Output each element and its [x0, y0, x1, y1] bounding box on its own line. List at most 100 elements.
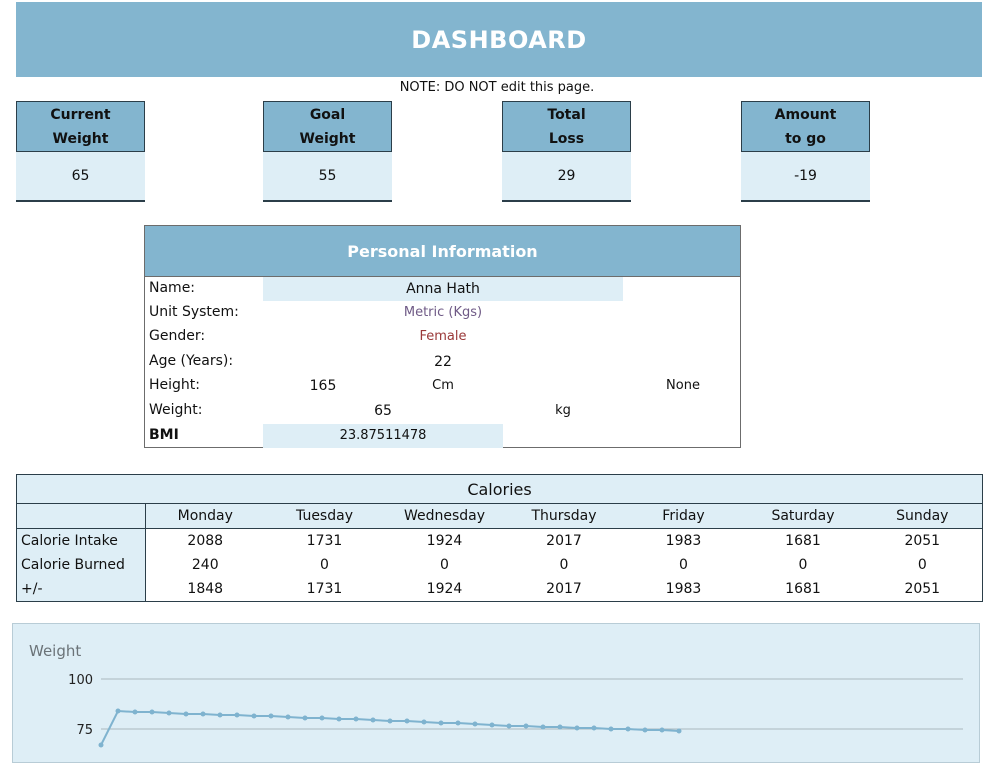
age-value[interactable]: 22 [434, 354, 452, 370]
weight-point [557, 724, 563, 730]
weight-point [115, 708, 121, 714]
note-text: NOTE: DO NOT edit this page. [399, 80, 595, 95]
personal-information-panel: Personal Information Name: Anna Hath Uni… [144, 225, 741, 448]
weight-point [285, 714, 291, 720]
weight-point [234, 712, 240, 718]
weight-point [676, 728, 682, 734]
weight-point [455, 720, 461, 726]
weight-point [319, 715, 325, 721]
dashboard-header: DASHBOARD [16, 2, 982, 77]
weight-point [200, 711, 206, 717]
weight-point [251, 713, 257, 719]
stat-label: Amount to go [741, 101, 870, 152]
stat-total-loss: Total Loss 29 [502, 101, 631, 202]
table-cell: 2051 [862, 577, 984, 602]
table-cell[interactable]: 0 [862, 553, 984, 577]
personal-information-title: Personal Information [145, 226, 740, 277]
table-row: Calorie Burned 240 0 0 0 0 0 0 [16, 553, 984, 577]
stat-value: -19 [741, 152, 870, 202]
table-cell[interactable]: 1731 [306, 533, 343, 549]
day-header: Wednesday [384, 503, 505, 529]
pi-row-unit: Unit System: Metric (Kgs) [145, 301, 740, 325]
pi-row-weight: Weight: 65 kg [145, 399, 740, 423]
weight-point [574, 725, 580, 731]
pi-row-name: Name: Anna Hath [145, 277, 740, 301]
table-cell: 2017 [504, 577, 624, 602]
name-value[interactable]: Anna Hath [263, 277, 623, 301]
height-unit: Cm [432, 378, 454, 393]
stat-amount-to-go: Amount to go -19 [741, 101, 870, 202]
weight-point [387, 718, 393, 724]
gender-value[interactable]: Female [419, 329, 467, 344]
height-label: Height: [149, 377, 200, 393]
weight-point [149, 709, 155, 715]
table-cell: 1681 [743, 577, 863, 602]
day-header: Friday [623, 503, 744, 529]
day-header: Thursday [504, 503, 624, 529]
pi-row-age: Age (Years): 22 [145, 350, 740, 374]
unit-system-label: Unit System: [149, 304, 239, 320]
table-cell[interactable]: 240 [191, 557, 219, 573]
unit-system-value[interactable]: Metric (Kgs) [403, 305, 483, 320]
table-cell[interactable]: 0 [440, 557, 449, 573]
weight-point [166, 710, 172, 716]
row-label: Calorie Intake [16, 528, 146, 553]
stat-value: 55 [263, 152, 392, 202]
weight-label: Weight: [149, 402, 203, 418]
bmi-value: 23.87511478 [263, 424, 503, 448]
table-row: Calorie Intake 2088 1731 1924 2017 1983 … [16, 528, 984, 553]
table-cell[interactable]: 0 [798, 557, 808, 573]
weight-point [472, 721, 478, 727]
weight-point [302, 715, 308, 721]
y-tick-label: 75 [76, 723, 93, 738]
table-cell[interactable]: 2088 [187, 533, 224, 549]
table-cell: 1983 [623, 577, 744, 602]
table-cell[interactable]: 0 [679, 557, 688, 573]
row-label: Calorie Burned [16, 553, 146, 577]
table-cell[interactable]: 1983 [665, 533, 702, 549]
table-cell[interactable]: 1924 [426, 533, 463, 549]
day-header: Sunday [862, 503, 984, 529]
height-value[interactable]: 165 [309, 378, 337, 394]
day-header: Monday [145, 503, 265, 529]
stat-current-weight: Current Weight 65 [16, 101, 145, 202]
weight-point [642, 727, 648, 733]
height-extra: None [666, 378, 700, 393]
table-cell[interactable]: 1681 [785, 533, 821, 549]
weight-series [98, 708, 682, 748]
weight-point [608, 726, 614, 732]
stat-goal-weight: Goal Weight 55 [263, 101, 392, 202]
weight-chart: 100 75 [68, 673, 963, 748]
stat-value: 65 [16, 152, 145, 202]
table-cell[interactable]: 2017 [546, 533, 582, 549]
weight-point [98, 742, 104, 748]
pi-row-gender: Gender: Female [145, 325, 740, 349]
row-label: +/- [16, 577, 146, 602]
day-header: Saturday [743, 503, 863, 529]
stat-label: Current Weight [16, 101, 145, 152]
weight-point [404, 718, 410, 724]
weight-point [132, 709, 138, 715]
table-cell[interactable]: 0 [559, 557, 569, 573]
page-title: DASHBOARD [411, 25, 587, 54]
calories-table: Calories Monday Tuesday Wednesday Thursd… [15, 474, 984, 602]
table-cell[interactable]: 2051 [862, 528, 984, 553]
pi-row-height: Height: 165 Cm None [145, 374, 740, 398]
table-cell[interactable]: 0 [320, 557, 329, 573]
stat-label: Goal Weight [263, 101, 392, 152]
gender-label: Gender: [149, 328, 206, 344]
weight-point [336, 716, 342, 722]
calories-title: Calories [15, 474, 984, 504]
bmi-label: BMI [149, 427, 179, 443]
weight-point [353, 716, 359, 722]
weight-point [217, 712, 223, 718]
weight-point [625, 726, 631, 732]
table-cell: 1924 [384, 577, 505, 602]
day-header: Tuesday [264, 503, 385, 529]
weight-point [421, 719, 427, 725]
stat-value: 29 [502, 152, 631, 202]
weight-point [591, 725, 597, 731]
name-label: Name: [149, 280, 196, 296]
weight-unit: kg [555, 403, 571, 418]
weight-value[interactable]: 65 [374, 403, 392, 419]
